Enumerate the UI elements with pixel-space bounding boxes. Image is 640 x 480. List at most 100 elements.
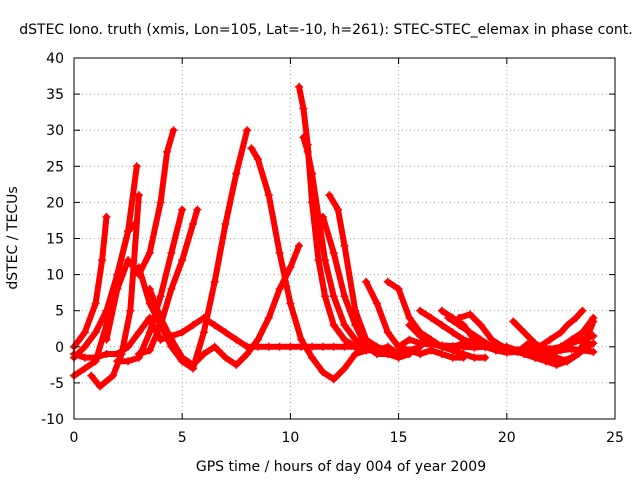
series-line-0 [71,213,110,350]
data-point-15-2 [340,241,349,250]
data-point-0-4 [102,212,111,221]
series-line-16 [363,278,467,361]
data-point-3-5 [124,227,133,236]
data-point-17-1 [394,285,403,294]
data-point-4-1 [80,353,89,362]
data-point-18-18 [589,347,598,356]
plot-data [70,82,598,391]
data-point-9-0 [134,263,143,272]
data-point-13-2 [308,169,317,178]
y-tick-label-1: -5 [50,376,64,392]
data-point-9-1 [145,299,154,308]
data-point-1-1 [80,342,89,351]
data-point-12-6 [329,321,338,330]
data-point-0-1 [80,328,89,337]
data-point-20-1 [427,313,436,322]
data-point-19-2 [427,339,436,348]
data-point-9-9 [232,169,241,178]
data-point-25-9 [589,331,598,340]
x-tick-label-1: 5 [178,430,187,446]
data-point-10-16 [329,342,338,351]
data-point-4-4 [113,350,122,359]
data-point-9-6 [199,328,208,337]
data-point-11-3 [275,248,284,257]
data-point-4-5 [124,342,133,351]
data-point-12-0 [295,82,304,91]
data-point-23-8 [541,357,550,366]
data-point-13-4 [321,256,330,265]
axes: 0 5 10 15 20 25 -10 -5 0 5 10 15 20 25 30 35 40 [41,51,624,446]
data-point-0-3 [98,256,107,265]
x-tick-label-0: 0 [70,430,79,446]
data-point-20-2 [437,321,446,330]
data-point-11-2 [264,191,273,200]
chart-title: dSTEC Iono. truth (xmis, Lon=105, Lat=-1… [19,22,632,38]
data-point-12-7 [340,335,349,344]
data-point-10-6 [221,328,230,337]
data-point-16-7 [437,350,446,359]
data-point-10-8 [243,342,252,351]
data-point-18-1 [405,335,414,344]
data-point-25-1 [502,348,511,357]
series-line-15 [326,192,424,357]
data-point-11-8 [329,375,338,384]
data-point-1-2 [91,328,100,337]
data-point-14-2 [340,292,349,301]
data-point-22-4 [487,342,496,351]
data-point-10-12 [286,342,295,351]
data-point-11-9 [340,364,349,373]
y-tick-label-4: 10 [46,268,64,284]
series-line-5 [103,127,177,343]
data-point-13-5 [329,292,338,301]
data-point-24-0 [509,317,518,326]
y-tick-label-6: 20 [46,195,64,211]
data-point-5-2 [124,256,133,265]
data-point-22-2 [466,328,475,337]
data-point-10-9 [253,342,262,351]
data-point-20-3 [448,328,457,337]
data-point-6-5 [199,350,208,359]
data-point-26-5 [578,328,587,337]
x-tick-label-5: 25 [606,430,624,446]
data-point-22-0 [444,313,453,322]
y-tick-label-10: 40 [46,51,64,67]
data-point-6-6 [210,342,219,351]
data-point-20-0 [416,306,425,315]
data-point-16-1 [372,299,381,308]
data-point-9-7 [210,277,219,286]
data-point-27-0 [535,342,544,351]
data-point-17-9 [481,353,490,362]
data-point-2-2 [108,371,117,380]
data-point-26-2 [546,346,555,355]
data-point-9-8 [221,220,230,229]
data-point-4-3 [102,350,111,359]
data-point-23-0 [455,313,464,322]
data-point-16-0 [362,277,371,286]
data-point-23-9 [552,360,561,369]
data-point-12-1 [299,104,308,113]
data-point-10-4 [199,313,208,322]
data-point-23-2 [476,321,485,330]
data-point-11-6 [308,353,317,362]
data-point-5-0 [102,335,111,344]
x-tick-label-2: 10 [281,430,299,446]
data-point-11-10 [351,350,360,359]
data-point-15-5 [372,342,381,351]
data-point-16-2 [383,328,392,337]
data-point-2-5 [134,191,143,200]
data-point-14-0 [318,212,327,221]
data-point-7-3 [145,328,154,337]
data-point-12-8 [351,342,360,351]
data-point-19-0 [405,321,414,330]
data-point-24-6 [574,350,583,359]
data-point-8-0 [134,350,143,359]
data-point-15-7 [394,350,403,359]
x-tick-label-3: 15 [390,430,408,446]
data-point-23-1 [466,310,475,319]
data-point-6-10 [253,335,262,344]
data-point-2-1 [95,382,104,391]
data-point-5-5 [156,198,165,207]
data-point-26-0 [524,342,533,351]
data-point-7-4 [156,292,165,301]
data-point-7-1 [124,357,133,366]
